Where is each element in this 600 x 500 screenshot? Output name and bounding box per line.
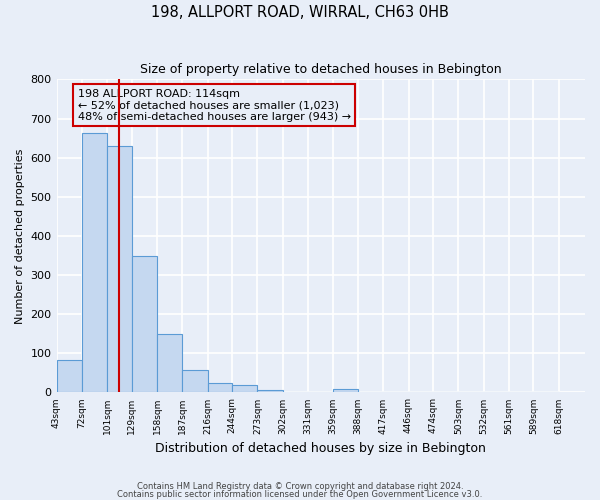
Bar bbox=[332, 390, 358, 392]
Bar bbox=[232, 386, 257, 392]
X-axis label: Distribution of detached houses by size in Bebington: Distribution of detached houses by size … bbox=[155, 442, 486, 455]
Text: Contains HM Land Registry data © Crown copyright and database right 2024.: Contains HM Land Registry data © Crown c… bbox=[137, 482, 463, 491]
Bar bbox=[82, 133, 107, 392]
Bar bbox=[257, 390, 283, 392]
Text: 198 ALLPORT ROAD: 114sqm
← 52% of detached houses are smaller (1,023)
48% of sem: 198 ALLPORT ROAD: 114sqm ← 52% of detach… bbox=[77, 89, 351, 122]
Bar bbox=[208, 382, 232, 392]
Bar bbox=[182, 370, 208, 392]
Bar bbox=[56, 360, 82, 392]
Bar bbox=[107, 146, 131, 392]
Text: Contains public sector information licensed under the Open Government Licence v3: Contains public sector information licen… bbox=[118, 490, 482, 499]
Bar bbox=[157, 334, 182, 392]
Text: 198, ALLPORT ROAD, WIRRAL, CH63 0HB: 198, ALLPORT ROAD, WIRRAL, CH63 0HB bbox=[151, 5, 449, 20]
Y-axis label: Number of detached properties: Number of detached properties bbox=[15, 148, 25, 324]
Bar bbox=[131, 256, 157, 392]
Title: Size of property relative to detached houses in Bebington: Size of property relative to detached ho… bbox=[140, 62, 502, 76]
